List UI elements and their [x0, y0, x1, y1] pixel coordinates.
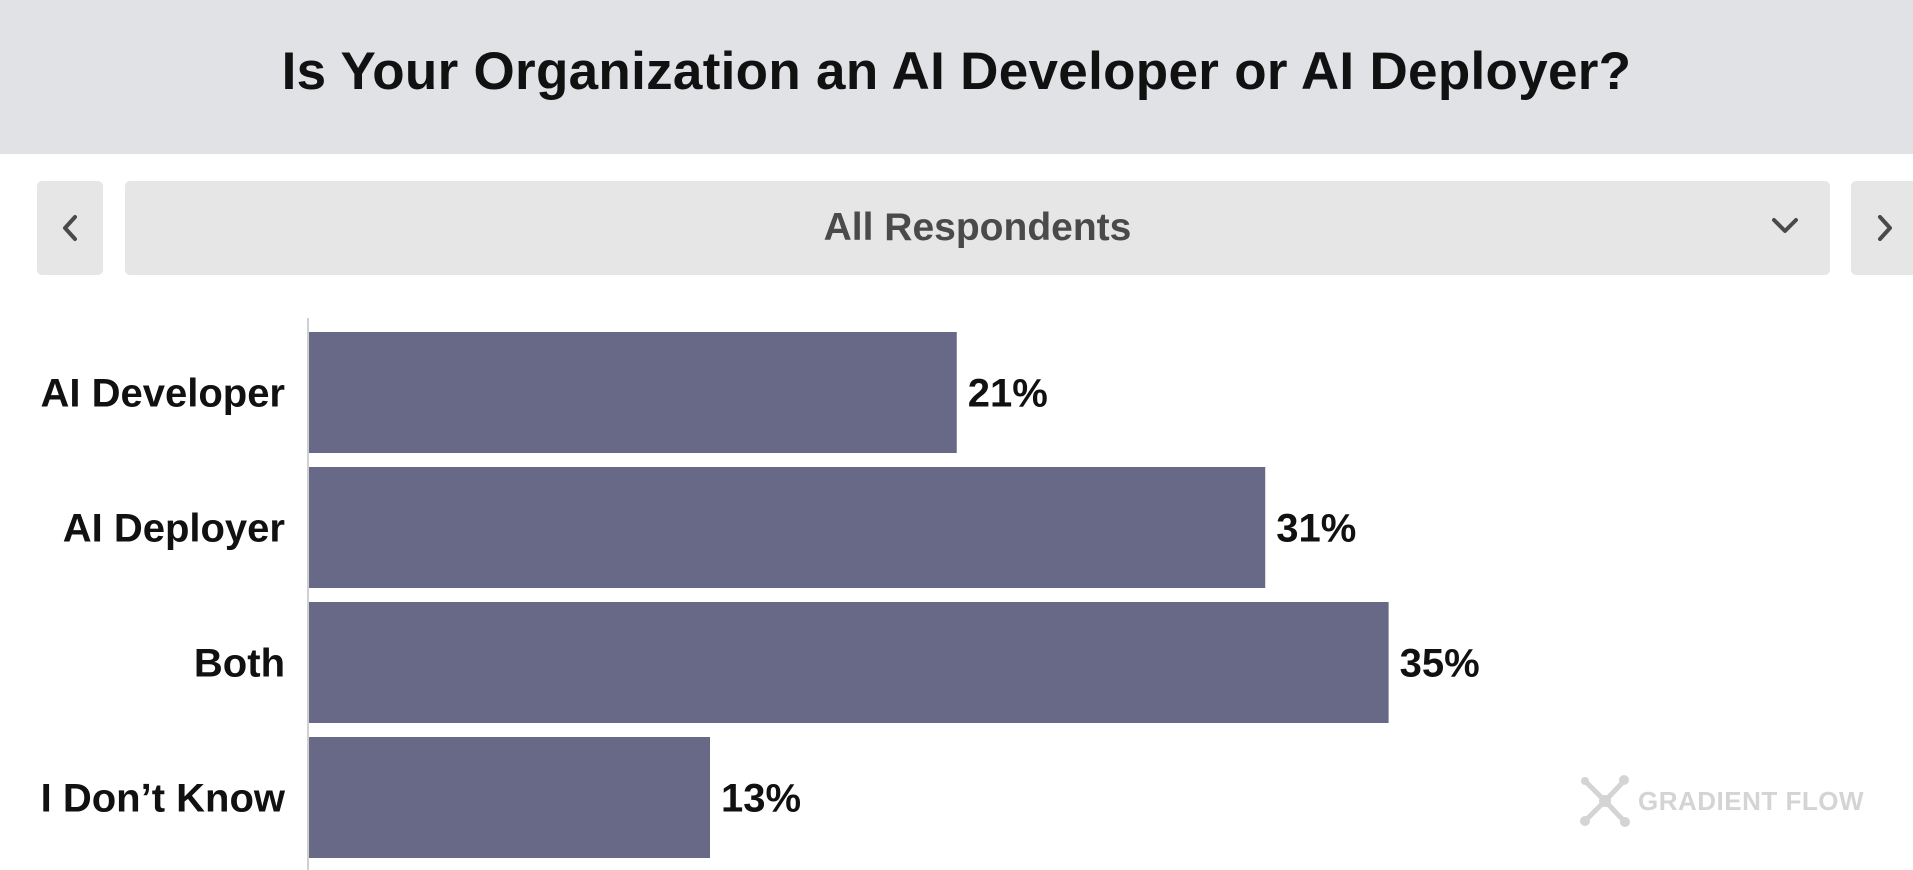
chart-header: Is Your Organization an AI Developer or …	[0, 0, 1913, 154]
bar	[309, 737, 710, 858]
previous-button[interactable]	[37, 181, 103, 275]
watermark-text: GRADIENT FLOW	[1638, 785, 1865, 816]
selected-filter-label: All Respondents	[823, 206, 1132, 249]
data-label: 21%	[968, 372, 1048, 416]
next-button[interactable]	[1851, 181, 1913, 275]
chevron-down-icon	[1772, 218, 1798, 233]
data-label: 31%	[1276, 507, 1356, 551]
bar	[309, 602, 1389, 723]
watermark: GRADIENT FLOW	[1578, 772, 1864, 830]
data-label: 13%	[721, 777, 801, 821]
bar	[309, 467, 1266, 588]
data-label: 35%	[1400, 642, 1480, 686]
category-label: AI Deployer	[63, 507, 285, 551]
chart-title: Is Your Organization an AI Developer or …	[281, 41, 1632, 101]
category-label: I Don’t Know	[41, 777, 286, 821]
category-label: Both	[194, 642, 285, 686]
chevron-right-icon	[1878, 215, 1892, 241]
network-icon	[1580, 775, 1630, 827]
category-label: AI Developer	[40, 372, 285, 416]
bar	[309, 332, 957, 453]
chevron-left-icon	[63, 215, 77, 241]
respondent-filter-dropdown[interactable]: All Respondents	[125, 181, 1830, 275]
